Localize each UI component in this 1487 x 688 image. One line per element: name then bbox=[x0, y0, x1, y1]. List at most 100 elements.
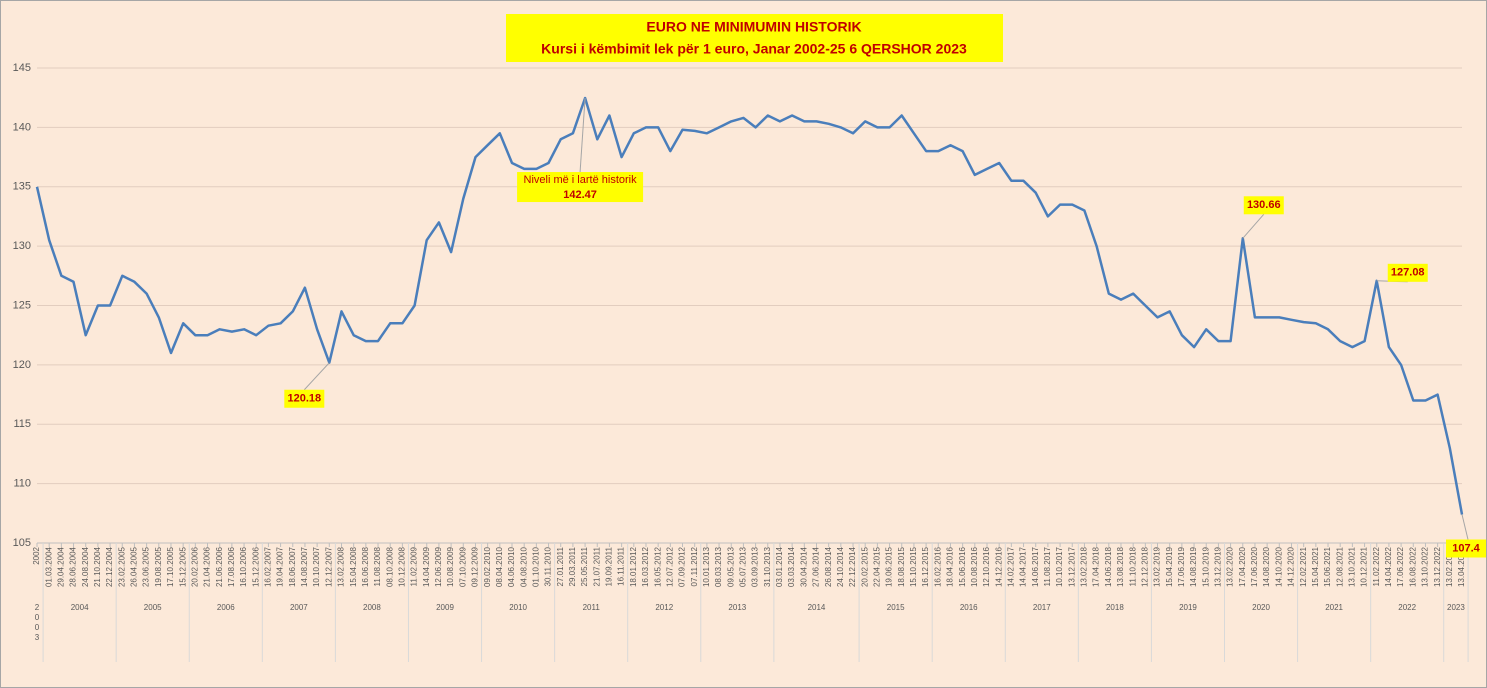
x-tick-label: 20.02.2015 bbox=[860, 546, 869, 587]
x-tick-label: 26.08.2014 bbox=[824, 546, 833, 587]
x-tick-label: 10.08.2016 bbox=[970, 546, 979, 587]
year-label: 2022 bbox=[1398, 603, 1416, 612]
x-tick-label: 16.12.2015 bbox=[921, 546, 930, 587]
leader-line bbox=[579, 98, 586, 173]
x-tick-label: 14.12.2020 bbox=[1287, 546, 1296, 587]
x-tick-label: 17.10.2005 bbox=[166, 546, 175, 587]
x-tick-label: 30.04.2014 bbox=[799, 546, 808, 587]
y-tick-label: 145 bbox=[13, 62, 31, 74]
x-tick-label: 09.12.2009 bbox=[471, 546, 480, 587]
x-tick-label: 26.04.2005 bbox=[130, 546, 139, 587]
year-label: 2014 bbox=[808, 603, 826, 612]
leader-line bbox=[1242, 213, 1265, 239]
x-tick-label: 03.01.2014 bbox=[775, 546, 784, 587]
x-tick-label: 13.02.2019 bbox=[1153, 546, 1162, 587]
year-label: 2012 bbox=[655, 603, 673, 612]
year-label: 2023 bbox=[1447, 603, 1465, 612]
x-tick-label: 14.10.2020 bbox=[1274, 546, 1283, 587]
year-label: 2021 bbox=[1325, 603, 1343, 612]
x-tick-label: 16.02.2007 bbox=[264, 546, 273, 587]
x-tick-label: 15.04.2019 bbox=[1165, 546, 1174, 587]
label-box bbox=[1243, 196, 1284, 215]
x-tick-label: 17.06.2019 bbox=[1177, 546, 1186, 587]
x-tick-label: 14.06.2017 bbox=[1031, 546, 1040, 587]
x-tick-label: 10.01.2013 bbox=[702, 546, 711, 587]
title-box bbox=[506, 14, 1003, 62]
year-label: 2007 bbox=[290, 603, 308, 612]
x-tick-label: 10.10.2017 bbox=[1055, 546, 1064, 587]
x-tick-label: 14.04.2022 bbox=[1384, 546, 1393, 587]
x-tick-label: 13.10.2021 bbox=[1347, 546, 1356, 587]
x-tick-label: 10.10.2007 bbox=[312, 546, 321, 587]
year-label: 2008 bbox=[363, 603, 381, 612]
year-label: 2017 bbox=[1033, 603, 1051, 612]
x-tick-label: 25.05.2011 bbox=[580, 546, 589, 586]
y-tick-label: 140 bbox=[13, 121, 31, 133]
x-tick-label: 13.02.2018 bbox=[1080, 546, 1089, 587]
x-tick-label: 22.12.2004 bbox=[105, 546, 114, 587]
data-line bbox=[35, 96, 1464, 515]
x-tick-label: 17.08.2006 bbox=[227, 546, 236, 587]
x-tick-label: 10.12.2008 bbox=[397, 546, 406, 587]
x-tick-label: 11.02.2009 bbox=[410, 546, 419, 586]
x-tick-label: 03.09.2013 bbox=[751, 546, 760, 587]
x-tick-label: 09.05.2013 bbox=[726, 546, 735, 587]
x-tick-label: 18.08.2015 bbox=[897, 546, 906, 587]
x-tick-label: 07.10.2009 bbox=[458, 546, 467, 587]
year-label: 2006 bbox=[217, 603, 235, 612]
year-label: 2020 bbox=[1252, 603, 1270, 612]
x-tick-label: 29.03.2011 bbox=[568, 546, 577, 586]
year-label: 2015 bbox=[887, 603, 905, 612]
x-tick-label: 21.06.2006 bbox=[215, 546, 224, 587]
x-tick-label: 12.06.2009 bbox=[434, 546, 443, 587]
x-tick-label: 14.04.2009 bbox=[422, 546, 431, 587]
x-tick-label: 12.12.2018 bbox=[1140, 546, 1149, 587]
x-tick-label: 13.12.2022 bbox=[1433, 546, 1442, 587]
x-tick-label: 10.08.2009 bbox=[446, 546, 455, 587]
x-tick-label: 15.10.2019 bbox=[1201, 546, 1210, 587]
x-tick-label: 13.10.2022 bbox=[1421, 546, 1430, 587]
x-tick-label: 11.08.2008 bbox=[373, 546, 382, 586]
year-label: 2009 bbox=[436, 603, 454, 612]
x-tick-label: 04.06.2010 bbox=[507, 546, 516, 587]
x-tick-label: 16.05.2012 bbox=[653, 546, 662, 587]
x-tick-label: 21.07.2011 bbox=[592, 546, 601, 586]
year-label: 2011 bbox=[583, 603, 601, 612]
x-tick-label: 21.10.2004 bbox=[93, 546, 102, 587]
x-tick-label: 13.02.2008 bbox=[337, 546, 346, 587]
label-box bbox=[1387, 263, 1428, 282]
data-label: 107.4 bbox=[1452, 542, 1480, 554]
x-tick-label: 16.10.2006 bbox=[239, 546, 248, 587]
leader-line bbox=[303, 362, 330, 391]
x-tick-label: 07.09.2012 bbox=[678, 546, 687, 587]
y-tick-label: 130 bbox=[13, 240, 31, 252]
x-tick-label: 18.04.2016 bbox=[946, 546, 955, 587]
x-tick-label: 14.08.2019 bbox=[1189, 546, 1198, 587]
x-tick-label: 27.01.2011 bbox=[556, 546, 565, 586]
year-label: 2019 bbox=[1179, 603, 1197, 612]
x-tick-label: 11.02.2022 bbox=[1372, 546, 1381, 586]
x-tick-label: 19.08.2005 bbox=[154, 546, 163, 587]
y-tick-label: 105 bbox=[13, 537, 31, 549]
x-tick-label: 04.08.2010 bbox=[519, 546, 528, 587]
x-tick-label: 12.08.2021 bbox=[1335, 546, 1344, 587]
x-tick-label: 01.10.2010 bbox=[531, 546, 540, 587]
x-tick-label: 08.10.2008 bbox=[385, 546, 394, 587]
x-tick-label: 15.12.2005 bbox=[178, 546, 187, 587]
x-tick-label: 08.03.2013 bbox=[714, 546, 723, 587]
chart-title: EURO NE MINIMUMIN HISTORIK bbox=[646, 19, 861, 35]
year-label: 2016 bbox=[960, 603, 978, 612]
x-tick-label: 10.12.2021 bbox=[1360, 546, 1369, 587]
x-tick-label: 17.06.2022 bbox=[1396, 546, 1405, 587]
label-box bbox=[1446, 539, 1486, 558]
x-tick-label: 12.07.2012 bbox=[665, 546, 674, 587]
annotation-note: Niveli më i lartë historik bbox=[524, 174, 638, 186]
x-tick-label: 15.12.2006 bbox=[251, 546, 260, 587]
x-tick-label: 14.04.2017 bbox=[1019, 546, 1028, 587]
x-tick-label: 15.04.2021 bbox=[1311, 546, 1320, 587]
x-tick-label: 14.02.2017 bbox=[1006, 546, 1015, 587]
x-tick-label: 01.03.2004 bbox=[44, 546, 53, 587]
year-label: 2004 bbox=[71, 603, 89, 612]
y-tick-label: 125 bbox=[13, 299, 31, 311]
